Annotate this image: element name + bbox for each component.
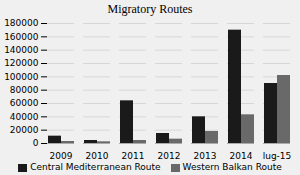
html-text:Central Mediterranean Route: Central Mediterranean Route (30, 162, 161, 172)
svg-text:140000: 140000 (4, 45, 39, 55)
svg-text:20000: 20000 (10, 125, 39, 135)
svg-text:80000: 80000 (10, 85, 39, 95)
svg-text:40000: 40000 (10, 112, 39, 122)
svg-text:2010: 2010 (86, 151, 109, 161)
svg-text:100000: 100000 (4, 72, 39, 82)
svg-text:0: 0 (33, 138, 39, 148)
html-text:Western Balkan Route: Western Balkan Route (182, 162, 282, 172)
svg-text:160000: 160000 (4, 32, 39, 42)
svg-text:60000: 60000 (10, 98, 39, 108)
svg-text:120000: 120000 (4, 58, 39, 68)
svg-text:2013: 2013 (194, 151, 217, 161)
html-text:Migratory Routes: Migratory Routes (107, 2, 193, 16)
svg-text:2012: 2012 (158, 151, 181, 161)
svg-text:2014: 2014 (230, 151, 253, 161)
svg-text:2011: 2011 (122, 151, 145, 161)
svg-text:2009: 2009 (50, 151, 73, 161)
svg-text:lug-15: lug-15 (263, 151, 292, 161)
svg-text:180000: 180000 (4, 18, 39, 28)
